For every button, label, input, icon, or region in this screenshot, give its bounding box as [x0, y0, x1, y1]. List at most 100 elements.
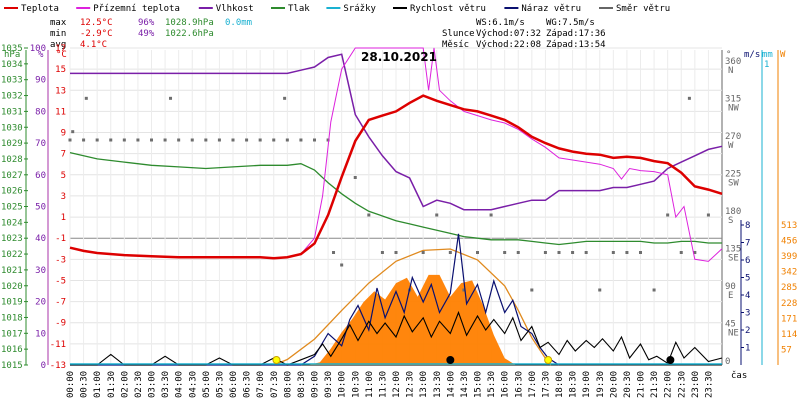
time-tick-label: 17:00: [528, 371, 538, 398]
wind-dir-point: [557, 251, 561, 254]
time-tick-label: 00:30: [80, 371, 90, 398]
wm2-tick-label: 285: [781, 283, 797, 293]
time-tick-label: 20:00: [609, 371, 619, 398]
time-tick-label: 04:30: [188, 371, 198, 398]
axis-mmh-unit: mm: [762, 50, 773, 60]
gust-line: [70, 233, 560, 366]
dir-tick-deg: 90: [725, 282, 736, 292]
hpa-tick-label: 1020: [1, 282, 23, 292]
pct-tick-label: 70: [35, 139, 46, 149]
wind-dir-point: [84, 96, 88, 100]
wind-dir-point: [639, 251, 642, 254]
stats-max-temp: 12.5°C: [80, 18, 113, 28]
stats-max-hum: 96%: [138, 18, 155, 28]
info-ws: WS:6.1m/s: [476, 18, 525, 28]
ms-tick-label: 3: [745, 309, 750, 319]
temp-tick-label: -9: [55, 319, 66, 329]
dir-tick-name: SW: [728, 179, 739, 189]
legend-label-temp: Teplota: [21, 4, 59, 14]
stats-avg-label: avg: [50, 40, 66, 50]
temp-tick-label: 17: [55, 44, 66, 54]
wind-dir-point: [68, 138, 72, 142]
stats-min-hum: 49%: [138, 29, 155, 39]
hpa-tick-label: 1019: [1, 298, 23, 308]
wind-dir-point: [584, 251, 588, 254]
info-sun-label: Slunce: [442, 29, 475, 39]
stats-min-press: 1022.6hPa: [165, 29, 214, 39]
wind-dir-point: [299, 138, 303, 142]
wind-dir-point: [272, 138, 276, 142]
time-tick-label: 16:30: [514, 371, 524, 398]
hpa-tick-label: 1024: [1, 218, 23, 228]
axis-temp-unit: °C: [56, 50, 67, 60]
hpa-tick-label: 1025: [1, 203, 23, 213]
wind-dir-point: [204, 138, 208, 142]
time-tick-label: 05:30: [215, 371, 225, 398]
hpa-tick-label: 1017: [1, 329, 23, 339]
wind-dir-point: [283, 96, 287, 100]
stats-block: max 12.5°C 96% 1028.9hPa 0.0mm min -2.9°…: [50, 18, 252, 50]
legend-label-press: Tlak: [288, 4, 310, 14]
time-tick-label: 05:00: [202, 371, 212, 398]
dir-tick-deg: 225: [725, 170, 741, 180]
wind-dir-point: [625, 251, 629, 254]
ms-tick-label: 5: [745, 274, 750, 284]
hpa-tick-label: 1018: [1, 313, 23, 323]
wind-dir-point: [476, 251, 479, 254]
sun-marker: [544, 356, 553, 364]
temp-tick-label: -5: [55, 276, 66, 286]
time-tick-label: 06:30: [243, 371, 253, 398]
time-tick-label: 02:30: [134, 371, 144, 398]
dir-tick-name: W: [728, 141, 734, 151]
pct-tick-label: 30: [35, 266, 46, 276]
dir-tick-name: E: [728, 291, 733, 301]
time-tick-label: 08:30: [297, 371, 307, 398]
wind-dir-point: [177, 138, 181, 142]
pct-tick-label: 20: [35, 298, 46, 308]
temp-tick-label: -13: [50, 361, 66, 371]
dir-tick-name: NW: [728, 104, 739, 114]
ms-tick-label: 6: [745, 256, 750, 266]
wind-dir-point: [530, 288, 534, 292]
wind-dir-point: [217, 138, 221, 142]
ms-tick-label: 7: [745, 239, 750, 249]
time-tick-label: 11:30: [378, 371, 388, 398]
time-tick-label: 23:00: [691, 371, 701, 398]
pressure-line: [69, 151, 722, 246]
info-block: WS:6.1m/s WG:7.5m/s Slunce Východ:07:32 …: [442, 18, 606, 50]
hpa-tick-label: 1016: [1, 345, 23, 355]
pct-tick-label: 60: [35, 171, 46, 181]
wind-dir-point: [571, 251, 575, 254]
legend: Teplota Přízemní teplota Vlhkost Tlak Srážky…: [4, 4, 670, 14]
wind-dir-point: [136, 138, 140, 142]
wind-dir-point: [435, 213, 439, 217]
wind-speed-line: [70, 310, 723, 366]
temp-tick-label: -1: [55, 234, 66, 244]
time-tick-label: 21:30: [650, 371, 660, 398]
legend-label-wind: Rychlost větru: [410, 4, 486, 14]
legend-label-hum: Vlhkost: [216, 4, 254, 14]
wind-dir-point: [516, 251, 520, 254]
axis-ms-unit: m/s: [744, 50, 760, 60]
rain-tick-label: 1: [764, 60, 769, 70]
pct-tick-label: 40: [35, 234, 46, 244]
radiation-area: [70, 274, 722, 365]
temperature-line: [69, 94, 723, 260]
dir-tick-deg: 0: [725, 357, 730, 367]
wind-dir-point: [666, 213, 670, 217]
wind-dir-point: [326, 138, 330, 142]
dir-tick-deg: 135: [725, 245, 741, 255]
temp-tick-label: 13: [55, 86, 66, 96]
wind-dir-point: [95, 138, 99, 142]
time-tick-label: 12:30: [406, 371, 416, 398]
wind-dir-point: [190, 138, 194, 142]
time-tick-label: 08:00: [283, 371, 293, 398]
humidity-line: [70, 53, 723, 211]
hpa-tick-label: 1023: [1, 234, 23, 244]
wm2-tick-label: 456: [781, 237, 797, 247]
time-tick-label: 18:30: [569, 371, 579, 398]
wind-dir-point: [109, 138, 113, 142]
wind-dir-point: [543, 251, 547, 254]
hpa-tick-label: 1035: [1, 44, 23, 54]
